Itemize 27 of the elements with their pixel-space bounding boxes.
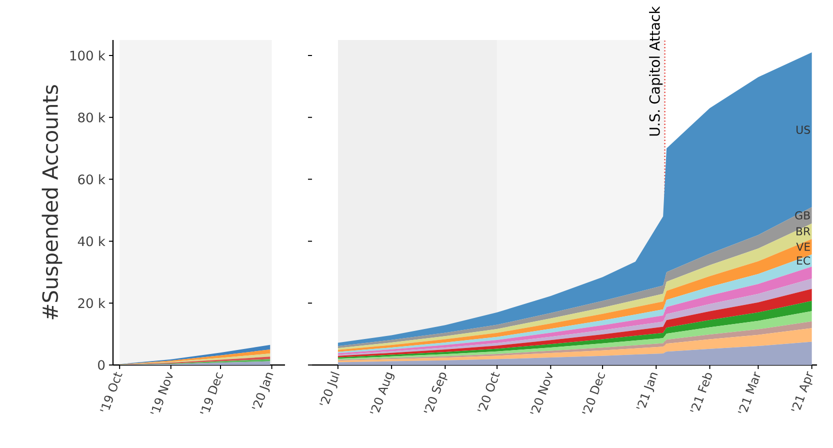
x-tick-label: '19 Dec <box>200 372 223 414</box>
x-tick-label: '19 Nov <box>150 372 173 414</box>
y-tick-label: 60 k <box>78 174 106 184</box>
x-tick-label: '20 Nov <box>530 372 553 414</box>
x-tick-label: '20 Jul <box>319 371 340 406</box>
y-tick-label: 20 k <box>78 298 106 308</box>
x-tick-label: '21 Jan <box>636 372 658 409</box>
x-tick-label: '20 Jan <box>252 372 274 409</box>
x-tick-label: '20 Oct <box>477 372 500 412</box>
x-tick-label: '20 Dec <box>582 372 605 414</box>
y-tick-label: 0 <box>98 360 105 370</box>
x-tick-label: '20 Aug <box>370 372 395 414</box>
y-axis-title: #Suspended Accounts <box>42 85 62 320</box>
x-tick-label: '21 Mar <box>738 372 760 414</box>
series-label: BR <box>796 227 810 236</box>
ref-line-label: U.S. Capitol Attack <box>649 6 663 136</box>
series-label: VE <box>796 242 810 251</box>
y-tick-label: 80 k <box>78 112 106 122</box>
y-tick-label: 100 k <box>70 50 106 61</box>
series-label: EC <box>797 256 810 265</box>
x-tick-label: '19 Oct <box>100 372 122 412</box>
x-tick-label: '20 Sep <box>424 372 448 413</box>
x-tick-label: '21 Apr <box>791 371 813 411</box>
y-tick-label: 40 k <box>78 236 106 246</box>
series-label: GB <box>795 211 810 220</box>
series-label: US <box>796 126 810 134</box>
x-tick-label: '21 Feb <box>690 373 712 412</box>
